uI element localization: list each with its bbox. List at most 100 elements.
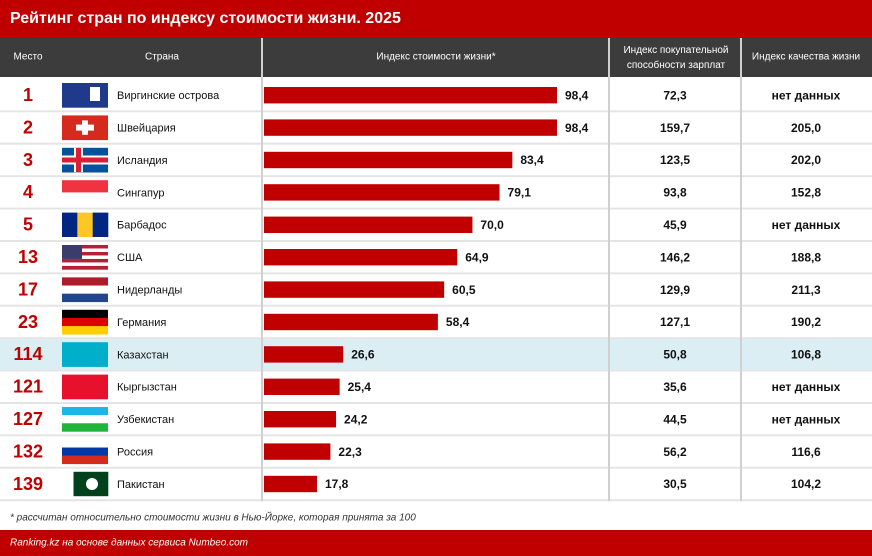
flag-part	[90, 87, 100, 101]
flag-part	[62, 180, 108, 193]
rank: 2	[23, 117, 33, 137]
column-header-box: Индекс покупательной способности зарплат	[623, 45, 729, 71]
flag-part	[62, 447, 108, 456]
rank: 3	[23, 150, 33, 170]
flag-part	[62, 455, 108, 465]
flag-part	[62, 192, 108, 205]
rank: 23	[18, 312, 38, 332]
flag-part	[62, 255, 108, 260]
quality-of-life: 152,8	[791, 186, 821, 200]
flag-part	[62, 258, 108, 263]
quality-of-life: нет данных	[772, 88, 841, 102]
rank: 114	[13, 344, 42, 364]
flag-part	[62, 251, 108, 256]
purchasing-power: 146,2	[660, 250, 690, 264]
flag-part	[62, 374, 108, 400]
chart-title: Рейтинг стран по индексу стоимости жизни…	[10, 10, 401, 27]
quality-of-life: 106,8	[791, 348, 821, 362]
title-bar	[0, 0, 872, 38]
value-label: 22,3	[338, 445, 362, 459]
value-label: 25,4	[348, 380, 372, 394]
bar	[264, 281, 445, 298]
quality-of-life: нет данных	[772, 218, 841, 232]
bar	[264, 216, 473, 233]
value-label: 98,4	[565, 88, 589, 102]
purchasing-power: 50,8	[663, 348, 687, 362]
purchasing-power: 159,7	[660, 121, 690, 135]
bar	[264, 378, 340, 395]
purchasing-power: 35,6	[663, 380, 687, 394]
flag-part	[86, 478, 98, 490]
flag-part	[62, 342, 108, 367]
flag-part	[62, 245, 108, 249]
header-bar	[0, 38, 872, 77]
country-name: США	[117, 252, 143, 264]
row-background	[0, 404, 872, 435]
column-header: Страна	[145, 52, 179, 63]
flag-part	[62, 265, 108, 270]
quality-of-life: 104,2	[791, 477, 821, 491]
purchasing-power: 123,5	[660, 153, 690, 167]
value-label: 64,9	[465, 250, 489, 264]
country-name: Кыргызстан	[117, 382, 177, 394]
quality-of-life: нет данных	[772, 412, 841, 426]
country-name: Россия	[117, 447, 153, 459]
value-label: 98,4	[565, 121, 589, 135]
value-label: 70,0	[480, 218, 504, 232]
footnote: * рассчитан относительно стоимости жизни…	[10, 511, 416, 524]
flag-part	[62, 157, 108, 163]
flag-part	[76, 124, 94, 131]
country-name: Нидерланды	[117, 285, 182, 297]
flag-part	[62, 245, 82, 259]
footer-bar	[0, 530, 872, 556]
rank: 132	[13, 441, 43, 461]
source: Ranking.kz на основе данных сервиса Numb…	[10, 538, 248, 549]
value-label: 83,4	[520, 153, 544, 167]
purchasing-power: 30,5	[663, 477, 687, 491]
rank: 1	[23, 85, 33, 105]
country-name: Швейцария	[117, 123, 176, 135]
value-label: 26,6	[351, 348, 375, 362]
purchasing-power: 93,8	[663, 186, 687, 200]
purchasing-power: 129,9	[660, 283, 690, 297]
bar	[264, 346, 344, 363]
column-header: Индекс стоимости жизни*	[376, 52, 495, 63]
flag-part	[62, 423, 108, 432]
rank: 13	[18, 247, 38, 267]
quality-of-life: 116,6	[791, 445, 821, 459]
flag-part	[62, 407, 108, 416]
bar	[264, 475, 318, 493]
flag-part	[62, 317, 108, 327]
rows: 1 Виргинские острова 98,4 72,3 нет данных 2 Шв…	[0, 38, 872, 502]
flag-part	[73, 471, 86, 497]
country-name: Барбадос	[117, 220, 167, 232]
flag-part	[62, 415, 108, 424]
flag-part	[62, 83, 108, 108]
country-name: Казахстан	[117, 349, 169, 361]
quality-of-life: нет данных	[772, 380, 841, 394]
bar	[264, 443, 331, 460]
value-label: 79,1	[508, 186, 532, 200]
purchasing-power: 45,9	[663, 218, 687, 232]
column-header: Индекс покупательной способности зарплат	[623, 45, 729, 71]
purchasing-power: 127,1	[660, 315, 690, 329]
rank: 4	[23, 182, 33, 202]
bar	[264, 411, 337, 428]
flag-part	[62, 248, 108, 253]
flag-part	[62, 439, 108, 448]
flag-part	[96, 471, 109, 497]
rank: 17	[18, 279, 38, 299]
value-label: 60,5	[452, 283, 476, 297]
value-label: 58,4	[446, 315, 470, 329]
rank: 5	[23, 215, 33, 235]
row-background	[0, 468, 872, 500]
purchasing-power: 72,3	[663, 88, 687, 102]
flag-part	[62, 309, 108, 319]
country-name: Германия	[117, 317, 166, 329]
quality-of-life: 205,0	[791, 121, 821, 135]
purchasing-power: 44,5	[663, 412, 687, 426]
flag-part	[62, 212, 78, 237]
purchasing-power: 56,2	[663, 445, 687, 459]
country-name: Виргинские острова	[117, 90, 220, 102]
